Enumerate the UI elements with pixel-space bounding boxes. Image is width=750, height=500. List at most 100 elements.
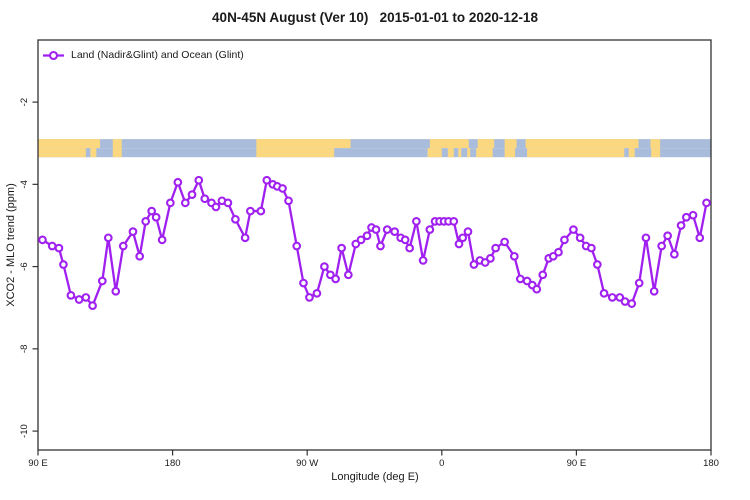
data-point-marker: [343, 270, 353, 280]
strip-land-segment: [90, 148, 97, 158]
strip-land-segment: [112, 148, 122, 158]
data-point-marker: [418, 256, 428, 265]
data-point-marker: [670, 249, 679, 259]
strip-land-segment: [651, 148, 661, 158]
data-point-marker: [599, 288, 609, 298]
strip-land-segment: [38, 139, 101, 149]
x-tick-label: 90 E: [28, 458, 48, 469]
data-point-marker: [320, 262, 329, 271]
data-point-marker: [554, 247, 563, 257]
strip-ocean-row: [38, 148, 711, 158]
data-point-marker: [641, 233, 651, 243]
data-point-marker: [299, 278, 308, 288]
data-point-marker: [486, 254, 495, 263]
legend-label: Land (Nadir&Glint) and Ocean (Glint): [71, 49, 244, 61]
y-tick-label: -8: [19, 345, 30, 353]
data-point-marker: [118, 241, 128, 251]
data-point-marker: [54, 243, 64, 253]
strip-land-segment: [477, 139, 495, 149]
x-tick-label: 180: [165, 458, 181, 469]
data-point-marker: [390, 227, 400, 236]
data-point-marker: [463, 227, 473, 236]
data-point-marker: [371, 225, 381, 234]
data-point-marker: [681, 212, 691, 222]
strip-land-segment: [447, 148, 454, 158]
land-ocean-strip: [38, 139, 711, 158]
data-point-marker: [157, 235, 167, 245]
data-point-marker: [166, 198, 175, 208]
strip-land-segment: [628, 148, 635, 158]
data-point-marker: [59, 260, 68, 269]
data-point-marker: [103, 233, 113, 243]
strip-land-segment: [458, 148, 462, 158]
data-point-marker: [200, 194, 210, 204]
legend-marker: [43, 50, 64, 61]
data-point-marker: [180, 198, 190, 208]
data-point-marker: [284, 196, 293, 206]
data-point-marker: [292, 241, 302, 251]
x-tick-label: 90 W: [296, 458, 318, 469]
x-axis-label: Longitude (deg E): [331, 471, 419, 483]
strip-land-segment: [427, 148, 442, 158]
data-point-marker: [538, 270, 548, 280]
data-point-marker: [515, 274, 525, 284]
y-axis-label: XCO2 - MLO trend (ppm): [5, 183, 17, 306]
data-point-marker: [211, 202, 221, 212]
data-point-marker: [231, 214, 240, 224]
data-point-marker: [449, 217, 459, 226]
data-point-marker: [74, 295, 84, 304]
strip-land-segment: [429, 139, 469, 149]
y-tick-label: -2: [19, 98, 30, 106]
strip-land-segment: [504, 148, 516, 158]
data-point-marker: [223, 198, 233, 208]
data-point-marker: [509, 251, 519, 261]
data-point-marker: [262, 175, 272, 185]
data-point-marker: [47, 241, 57, 251]
data-point-marker: [135, 251, 145, 261]
legend-circle-marker: [48, 50, 59, 61]
data-point-marker: [97, 276, 107, 286]
data-point-marker: [400, 235, 410, 245]
strip-land-segment: [256, 148, 335, 158]
data-point-marker: [362, 231, 372, 241]
data-point-marker: [147, 206, 157, 216]
x-tick-label: 0: [439, 458, 444, 469]
data-point-marker: [382, 225, 392, 234]
data-point-marker: [305, 293, 314, 302]
data-point-marker: [491, 243, 500, 253]
y-tick-label: -6: [19, 262, 30, 270]
strip-land-segment: [650, 139, 661, 149]
strip-land-segment: [256, 139, 351, 149]
data-point-marker: [469, 260, 479, 269]
data-point-marker: [569, 225, 578, 234]
axes: 90 E 180 90 W 0 90 E 180 -2 -4 -6 -8 -10: [19, 39, 719, 469]
data-point-marker: [173, 177, 183, 187]
data-point-marker: [627, 299, 637, 308]
data-point-marker: [587, 243, 596, 253]
data-point-marker: [405, 243, 414, 253]
data-point-marker: [676, 221, 686, 230]
data-point-marker: [240, 233, 250, 243]
data-point-marker: [412, 217, 421, 226]
data-point-marker: [592, 260, 602, 269]
strip-land-segment: [527, 148, 625, 158]
data-point-marker: [376, 241, 385, 251]
strip-land-segment: [476, 148, 493, 158]
data-point-marker: [458, 233, 468, 243]
data-point-marker: [454, 239, 464, 249]
data-point-marker: [111, 286, 121, 296]
data-point-marker: [128, 227, 138, 236]
data-point-marker: [425, 225, 435, 234]
plot-box: [37, 39, 712, 451]
data-point-marker: [649, 286, 659, 296]
data-point-marker: [500, 237, 509, 247]
strip-land-segment: [525, 139, 639, 149]
data-point-marker: [607, 293, 617, 302]
strip-land-segment: [112, 139, 122, 149]
data-point-marker: [356, 235, 366, 245]
data-point-marker: [560, 235, 569, 245]
data-point-marker: [575, 233, 585, 243]
chart-title: 40N-45N August (Ver 10) 2015-01-01 to 20…: [212, 10, 538, 25]
data-point-marker: [620, 297, 630, 306]
